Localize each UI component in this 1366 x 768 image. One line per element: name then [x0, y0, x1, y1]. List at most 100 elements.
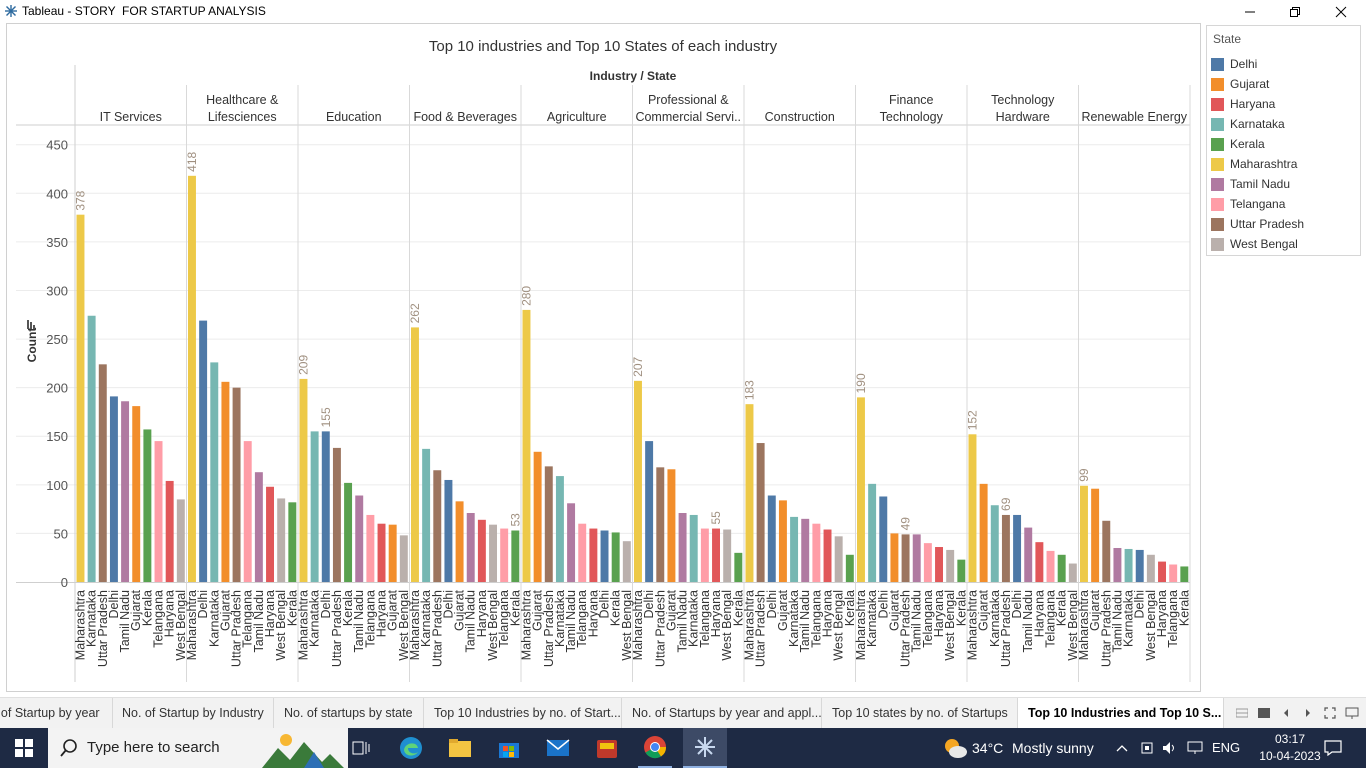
notifications-button[interactable] [1322, 728, 1344, 768]
bar[interactable] [1135, 549, 1144, 582]
industry-header[interactable]: Education [326, 110, 382, 124]
close-button[interactable] [1318, 0, 1364, 23]
bar[interactable] [901, 534, 910, 582]
bar[interactable] [199, 320, 208, 582]
bar[interactable] [321, 431, 330, 582]
bar[interactable] [132, 406, 141, 582]
mail-button[interactable] [541, 728, 575, 768]
bar-chart[interactable]: 0 50 100 150 200 250 300 350 400 450 IT Services Ma… [0, 0, 1200, 695]
bar[interactable] [1046, 550, 1055, 582]
legend-item[interactable]: Maharashtra [1211, 155, 1297, 173]
bar[interactable] [990, 505, 999, 582]
bar[interactable] [344, 482, 353, 582]
bar[interactable] [399, 535, 408, 582]
bar[interactable] [1068, 563, 1077, 582]
bar[interactable] [734, 552, 743, 582]
bar[interactable] [622, 541, 631, 582]
bar[interactable] [288, 502, 297, 582]
bar[interactable] [1001, 514, 1010, 582]
restore-button[interactable] [1272, 0, 1318, 23]
bar[interactable] [299, 378, 308, 582]
bar[interactable] [912, 534, 921, 582]
bar[interactable] [511, 530, 520, 582]
bar[interactable] [266, 486, 274, 582]
bar[interactable] [834, 536, 843, 582]
industry-header[interactable]: Food & Beverages [413, 110, 517, 124]
weather-icon[interactable] [940, 728, 970, 768]
display-icon[interactable] [1184, 728, 1206, 768]
bar[interactable] [857, 397, 865, 582]
bar[interactable] [455, 501, 464, 582]
language-indicator[interactable]: ENG [1212, 740, 1241, 755]
bar[interactable] [466, 513, 475, 582]
bar[interactable] [656, 467, 665, 582]
bar[interactable] [868, 483, 877, 582]
bar[interactable] [522, 309, 531, 582]
bar[interactable] [667, 469, 676, 582]
bar[interactable] [210, 362, 219, 582]
bar[interactable] [310, 431, 319, 582]
sort-icon[interactable] [27, 320, 35, 329]
sheet-sorter-button[interactable] [1232, 698, 1252, 728]
filmstrip-button[interactable] [1254, 698, 1274, 728]
industry-header[interactable]: Agriculture [547, 110, 607, 124]
bar[interactable] [109, 396, 118, 582]
bar[interactable] [968, 434, 977, 582]
bar[interactable] [165, 480, 174, 582]
bar[interactable] [946, 549, 955, 582]
presentation-button[interactable] [1342, 698, 1362, 728]
bar[interactable] [121, 401, 130, 582]
industry-header[interactable]: Healthcare & [206, 93, 279, 107]
bar[interactable] [935, 547, 943, 582]
bar[interactable] [544, 466, 553, 582]
industry-header[interactable]: Hardware [996, 110, 1050, 124]
bar[interactable] [254, 472, 263, 582]
bar[interactable] [277, 498, 286, 582]
bar[interactable] [366, 514, 375, 582]
minimize-button[interactable] [1227, 0, 1273, 23]
bar[interactable] [756, 443, 765, 582]
bar[interactable] [154, 441, 163, 582]
bar[interactable] [500, 528, 509, 582]
bar[interactable] [1180, 566, 1189, 582]
tab-top10-industries-and-states[interactable]: Top 10 Industries and Top 10 S... [1018, 698, 1224, 728]
bar[interactable] [433, 470, 442, 582]
bar[interactable] [477, 519, 486, 582]
bar[interactable] [1057, 554, 1066, 582]
industry-header[interactable]: Construction [765, 110, 835, 124]
taskbar-search-box[interactable]: Type here to search [48, 728, 348, 768]
industry-header[interactable]: Technology [880, 110, 944, 124]
bar[interactable] [812, 523, 821, 582]
tableau-taskbar-button[interactable] [683, 728, 727, 768]
bar[interactable] [1024, 527, 1033, 582]
bar[interactable] [634, 380, 642, 582]
legend-item[interactable]: West Bengal [1211, 235, 1298, 253]
chrome-button[interactable] [638, 728, 672, 768]
start-button[interactable] [0, 728, 48, 768]
bar[interactable] [76, 214, 85, 582]
bar[interactable] [444, 479, 453, 582]
bar[interactable] [611, 532, 620, 582]
bar[interactable] [87, 315, 96, 582]
industry-header[interactable]: Commercial Servi.. [635, 110, 741, 124]
bar[interactable] [1035, 542, 1044, 582]
present-mode-button[interactable] [1320, 698, 1340, 728]
bar[interactable] [790, 516, 799, 582]
edge-button[interactable] [394, 728, 428, 768]
bar[interactable] [879, 496, 888, 582]
media-app-button[interactable] [590, 728, 624, 768]
legend-item[interactable]: Delhi [1211, 55, 1257, 73]
industry-header[interactable]: IT Services [100, 110, 162, 124]
industry-header[interactable]: Lifesciences [208, 110, 277, 124]
prev-sheet-button[interactable] [1276, 698, 1296, 728]
bar[interactable] [388, 524, 397, 582]
bar[interactable] [745, 404, 754, 582]
bar[interactable] [600, 530, 609, 582]
bar[interactable] [1158, 561, 1166, 582]
bar[interactable] [1102, 520, 1111, 582]
bar[interactable] [1169, 564, 1178, 582]
bar[interactable] [979, 483, 988, 582]
bar[interactable] [555, 476, 564, 582]
bar[interactable] [221, 381, 230, 582]
bar[interactable] [767, 495, 776, 582]
